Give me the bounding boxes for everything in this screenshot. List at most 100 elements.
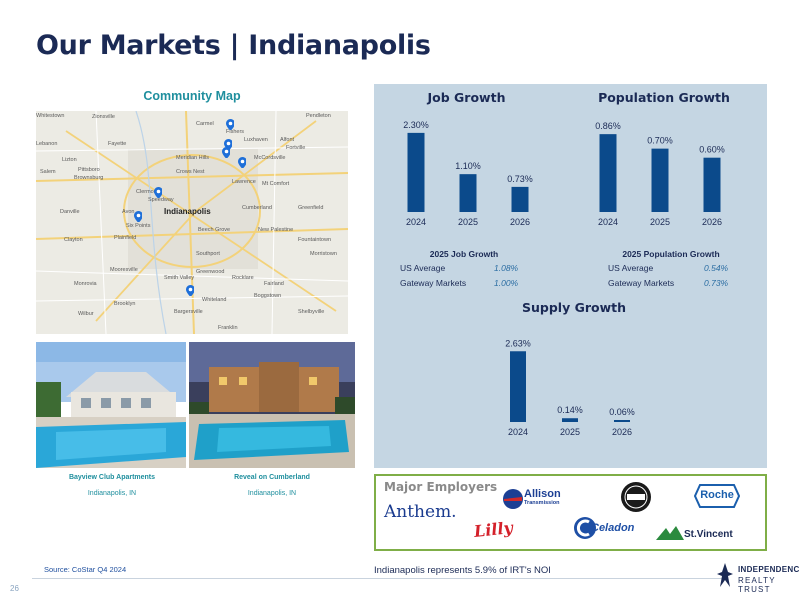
map-place-label: Clermont xyxy=(136,189,159,195)
allison-icon xyxy=(503,489,523,509)
property-photo-bayview xyxy=(36,342,186,468)
map-place-label: Carmel xyxy=(196,121,214,127)
pool-photo-image xyxy=(189,342,355,468)
bar-value-label: 0.06% xyxy=(609,407,635,417)
map-place-label: Greenwood xyxy=(196,269,225,275)
bar xyxy=(510,351,526,422)
map-place-label: Bargersville xyxy=(174,309,203,315)
map-place-label: Crows Nest xyxy=(176,169,205,175)
celadon-name: Celadon xyxy=(591,522,635,534)
population-stat-label: US Average xyxy=(608,263,654,273)
x-tick-label: 2025 xyxy=(650,217,670,227)
property-name: Reveal on Cumberland xyxy=(234,474,310,481)
map-place-label: McCordsville xyxy=(254,155,286,161)
map-place-label: Beech Grove xyxy=(198,227,231,233)
map-pin-icon[interactable] xyxy=(226,119,234,130)
map-place-label: Brownsburg xyxy=(74,175,104,181)
population-growth-title: Population Growth xyxy=(598,90,730,105)
employers-heading: Major Employers xyxy=(384,480,498,494)
allison-name: Allison xyxy=(524,488,561,500)
map-place-label: Clayton xyxy=(64,237,83,243)
bar xyxy=(562,418,578,422)
population-growth-chart: 0.86% 2024 0.70% 2025 0.60% 2026 xyxy=(595,121,725,227)
map-place-label: Lebanon xyxy=(36,141,58,147)
bar-value-label: 0.73% xyxy=(507,174,533,184)
job-growth-title: Job Growth xyxy=(427,90,506,105)
page-title: Our Markets | Indianapolis xyxy=(36,30,431,61)
bar xyxy=(703,157,721,212)
map-place-label: Southport xyxy=(196,251,220,257)
celadon-icon xyxy=(574,517,596,539)
bar xyxy=(459,174,477,212)
allison-subtitle: Transmission xyxy=(524,500,560,506)
population-stats-title: 2025 Population Growth xyxy=(622,249,720,259)
bar-value-label: 2.63% xyxy=(505,338,531,348)
map-place-label: Morristown xyxy=(310,251,337,257)
map-place-label: Speedway xyxy=(148,197,174,203)
map-place-label: Mt Comfort xyxy=(262,181,290,187)
map-pin-icon[interactable] xyxy=(222,147,230,158)
map-place-label: Six Points xyxy=(126,223,151,229)
pool-photo-image xyxy=(36,342,186,468)
map-place-label: Pittsboro xyxy=(78,167,100,173)
map-place-label: Cumberland xyxy=(242,205,272,211)
lilly-logo: Lilly xyxy=(473,518,514,541)
job-stat-value: 1.08% xyxy=(494,263,519,273)
map-place-label: Salem xyxy=(40,169,56,175)
job-stat-label: US Average xyxy=(400,263,446,273)
map-pin-icon[interactable] xyxy=(154,187,162,198)
x-tick-label: 2025 xyxy=(458,217,478,227)
x-tick-label: 2025 xyxy=(560,427,580,437)
community-map[interactable]: Whitestown Zionsville Carmel Fishers Pendlet… xyxy=(36,111,348,334)
bar-value-label: 0.14% xyxy=(557,405,583,415)
x-tick-label: 2024 xyxy=(508,427,528,437)
x-tick-label: 2026 xyxy=(702,217,722,227)
job-stat-value: 1.00% xyxy=(494,278,519,288)
map-place-label: Wilbur xyxy=(78,311,94,317)
x-tick-label: 2024 xyxy=(598,217,618,227)
map-place-label: Fortville xyxy=(286,145,306,151)
growth-panel: Job Growth Population Growth 2.30% 2024 1.… xyxy=(374,84,767,468)
map-place-label: Fayette xyxy=(108,141,127,147)
map-place-label: Danville xyxy=(60,209,80,215)
job-stat-label: Gateway Markets xyxy=(400,278,467,288)
property-photo-reveal xyxy=(189,342,355,468)
source-note: Source: CoStar Q4 2024 xyxy=(44,565,127,574)
bar-value-label: 0.70% xyxy=(647,136,673,146)
map-place-label: Lawrence xyxy=(232,179,256,185)
map-place-label: Avon xyxy=(122,209,135,215)
map-place-label: Luxhaven xyxy=(244,137,268,143)
st-vincent-icon xyxy=(656,526,684,540)
supply-growth-title: Supply Growth xyxy=(521,300,627,315)
map-place-label: Pendleton xyxy=(306,113,331,119)
map-place-label: Shelbyville xyxy=(298,309,325,315)
map-place-label: Boggstown xyxy=(254,293,282,299)
st-vincent-name: St.Vincent xyxy=(684,529,733,540)
map-pin-icon[interactable] xyxy=(134,211,142,222)
map-heading: Community Map xyxy=(143,89,241,103)
x-tick-label: 2026 xyxy=(510,217,530,227)
map-place-label: Franklin xyxy=(218,325,238,331)
map-place-label: Fairland xyxy=(264,281,284,287)
job-stats-title: 2025 Job Growth xyxy=(429,249,499,259)
bar xyxy=(407,132,425,212)
major-employers-box: Major Employers Anthem. Allison Transmis… xyxy=(374,474,767,551)
x-tick-label: 2026 xyxy=(612,427,632,437)
roche-hexagon xyxy=(694,484,740,508)
property-location: Indianapolis, IN xyxy=(87,490,137,497)
map-roads xyxy=(36,111,348,334)
map-place-label: Plainfield xyxy=(114,235,137,241)
map-pin-icon[interactable] xyxy=(238,157,246,168)
map-place-label: Whiteland xyxy=(202,297,227,303)
property-name: Bayview Club Apartments xyxy=(68,474,156,481)
map-pin-icon[interactable] xyxy=(186,285,194,296)
x-tick-label: 2024 xyxy=(406,217,426,227)
allison-logo: Allison Transmission xyxy=(502,488,561,510)
map-place-label: Rocklare xyxy=(232,275,254,281)
population-stat-value: 0.73% xyxy=(704,278,729,288)
supply-growth-chart: 2.63% 2024 0.14% 2025 0.06% 2026 xyxy=(505,338,635,437)
footer-rule xyxy=(32,578,722,579)
population-stat-value: 0.54% xyxy=(704,263,729,273)
map-place-label: Alfont xyxy=(280,137,295,143)
job-growth-chart: 2.30% 2024 1.10% 2025 0.73% 2026 xyxy=(403,120,533,227)
